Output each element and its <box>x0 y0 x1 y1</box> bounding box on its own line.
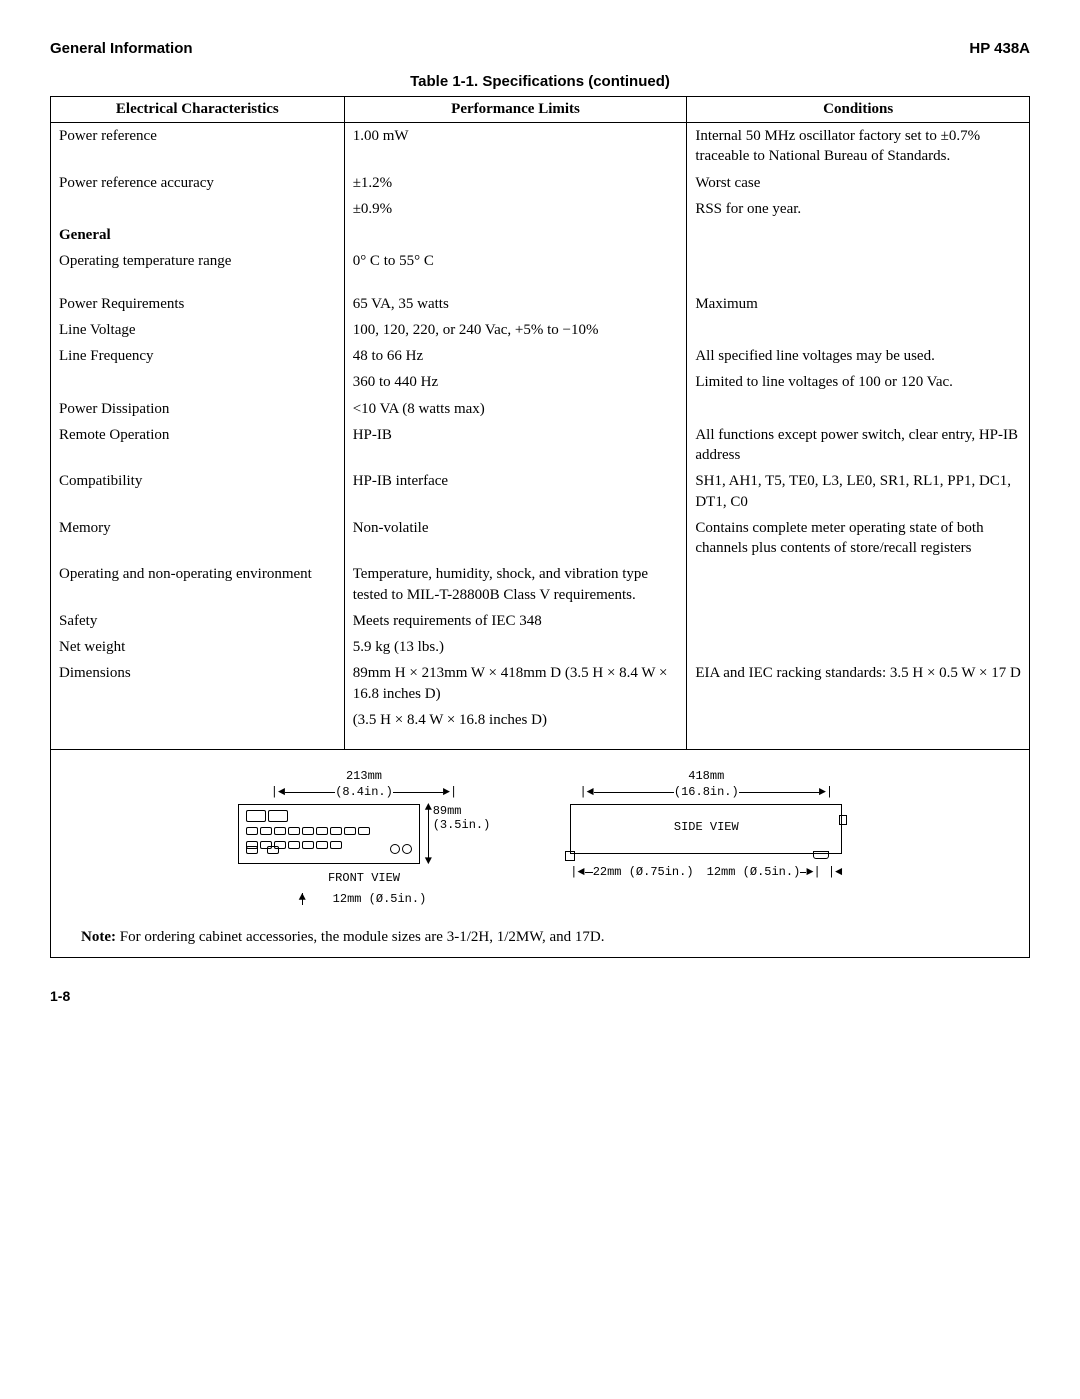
table-row: Power reference1.00 mWInternal 50 MHz os… <box>51 123 1030 170</box>
section-general: General <box>51 222 345 248</box>
front-height-in: (3.5in.) <box>433 819 491 832</box>
table-row: Line Voltage100, 120, 220, or 240 Vac, +… <box>51 317 1030 343</box>
dimension-diagram: 213mm |◄ (8.4in.) ►| <box>81 768 999 907</box>
front-width-in: (8.4in.) <box>335 784 393 800</box>
table-row: Power reference accuracy±1.2%Worst case <box>51 170 1030 196</box>
dimension-diagram-cell: 213mm |◄ (8.4in.) ►| <box>51 750 1030 958</box>
table-row: CompatibilityHP-IB interfaceSH1, AH1, T5… <box>51 468 1030 515</box>
side-view-label: SIDE VIEW <box>674 819 739 835</box>
table-row: (3.5 H × 8.4 W × 16.8 inches D) <box>51 707 1030 733</box>
table-row: SafetyMeets requirements of IEC 348 <box>51 608 1030 634</box>
table-row: Operating and non-operating environmentT… <box>51 561 1030 608</box>
page-header: General Information HP 438A <box>50 40 1030 57</box>
note-text: For ordering cabinet accessories, the mo… <box>120 929 605 945</box>
header-right: HP 438A <box>969 40 1030 57</box>
col-header-3: Conditions <box>687 97 1030 123</box>
front-width-mm: 213mm <box>346 768 382 784</box>
col-header-1: Electrical Characteristics <box>51 97 345 123</box>
front-view-diagram: 213mm |◄ (8.4in.) ►| <box>238 768 491 907</box>
front-view-label: FRONT VIEW <box>328 870 400 886</box>
table-row: Power Requirements65 VA, 35 wattsMaximum <box>51 291 1030 317</box>
side-width-in: (16.8in.) <box>674 784 739 800</box>
side-view-diagram: 418mm |◄ (16.8in.) ►| SIDE VIEW <box>570 768 842 881</box>
col-header-2: Performance Limits <box>344 97 687 123</box>
table-row: ±0.9%RSS for one year. <box>51 196 1030 222</box>
table-row: General <box>51 222 1030 248</box>
table-row: 360 to 440 HzLimited to line voltages of… <box>51 369 1030 395</box>
table-row: Line Frequency48 to 66 HzAll specified l… <box>51 343 1030 369</box>
side-width-mm: 418mm <box>688 768 724 784</box>
front-bottom-dim: 12mm (Ø.5in.) <box>333 891 427 907</box>
header-left: General Information <box>50 40 193 57</box>
front-height-mm: 89mm <box>433 805 491 818</box>
table-row: Net weight5.9 kg (13 lbs.) <box>51 634 1030 660</box>
side-right-dim: 12mm (Ø.5in.) <box>707 864 801 880</box>
side-left-dim: 22mm (Ø.75in.) <box>593 864 694 880</box>
table-row: MemoryNon-volatileContains complete mete… <box>51 515 1030 562</box>
diagram-note: Note: For ordering cabinet accessories, … <box>81 927 999 947</box>
front-panel-box <box>238 804 420 864</box>
table-title: Table 1-1. Specifications (continued) <box>50 73 1030 90</box>
table-row: Remote OperationHP-IBAll functions excep… <box>51 422 1030 469</box>
page-number: 1-8 <box>50 988 1030 1004</box>
table-row: Operating temperature range0° C to 55° C <box>51 248 1030 274</box>
table-row: Dimensions89mm H × 213mm W × 418mm D (3.… <box>51 660 1030 707</box>
specifications-table: Electrical Characteristics Performance L… <box>50 96 1030 958</box>
side-panel-box: SIDE VIEW <box>570 804 842 854</box>
table-row: Power Dissipation<10 VA (8 watts max) <box>51 396 1030 422</box>
